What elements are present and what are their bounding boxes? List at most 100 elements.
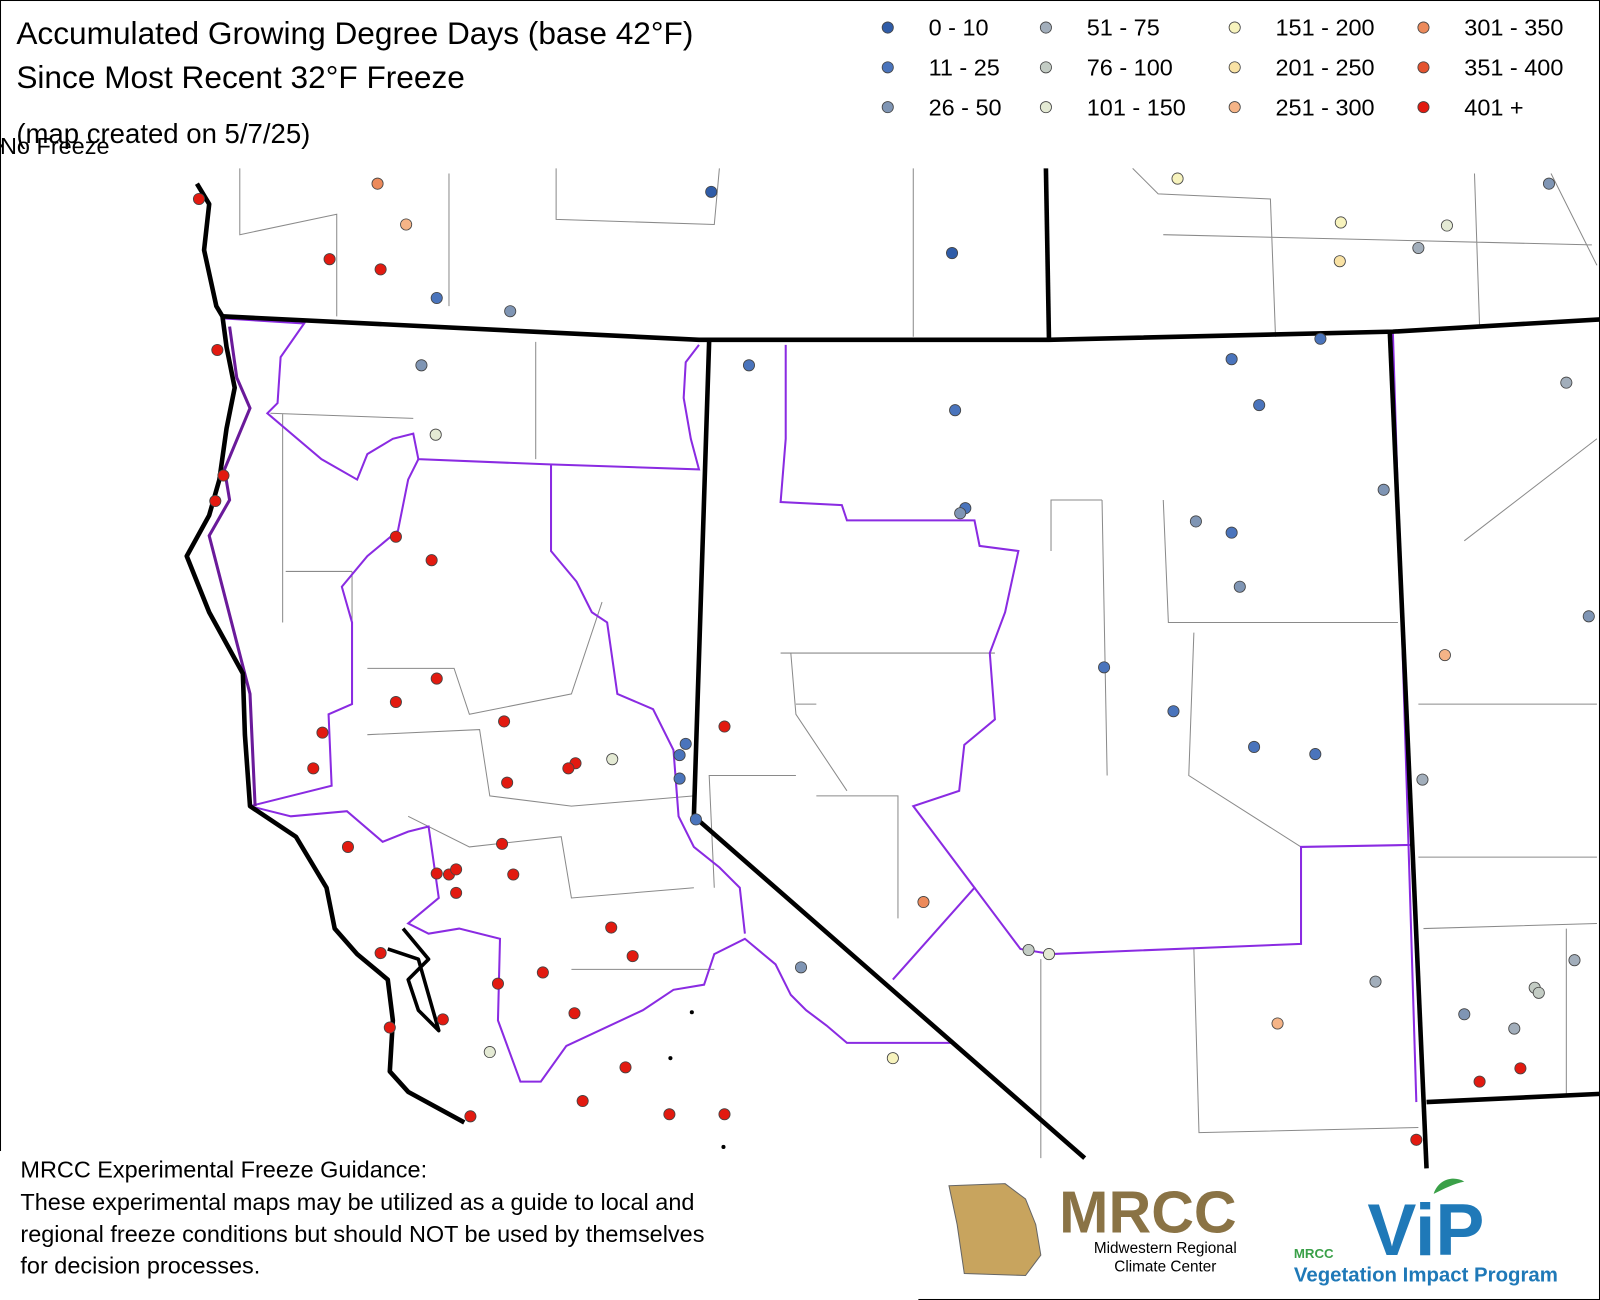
station-dot: [425, 554, 438, 567]
station-dot: [383, 1021, 396, 1034]
vip-logo: MRCC ViP Vegetation Impact Program: [1294, 1178, 1558, 1287]
station-dot: [491, 977, 504, 990]
station-dot: [389, 530, 402, 543]
station-dot: [1248, 740, 1261, 753]
station-dot: [663, 1108, 676, 1121]
station-dot: [450, 886, 463, 899]
station-dot: [1582, 610, 1595, 623]
station-dot: [192, 192, 205, 205]
station-dot: [1514, 1062, 1527, 1075]
station-dot: [1438, 649, 1451, 662]
legend-marker: [881, 21, 894, 34]
station-dot: [1225, 353, 1238, 366]
disclaimer-heading: MRCC Experimental Freeze Guidance:: [20, 1157, 427, 1183]
disclaimer-line: regional freeze conditions but should NO…: [20, 1221, 704, 1247]
station-dot: [374, 263, 387, 276]
station-dot: [917, 896, 930, 909]
station-dot: [341, 840, 354, 853]
legend-marker: [0, 143, 3, 148]
station-dot: [323, 253, 336, 266]
station-dot: [430, 867, 443, 880]
legend-label: 11 - 25: [929, 55, 1000, 81]
station-dot: [718, 720, 731, 733]
station-dot: [536, 966, 549, 979]
legend-label: 251 - 300: [1276, 94, 1375, 120]
mrcc-logo: MRCC Midwestern Regional Climate Center: [948, 1179, 1237, 1277]
legend-label: 201 - 250: [1276, 55, 1375, 81]
station-dot: [689, 1010, 694, 1015]
station-dot: [1233, 580, 1246, 593]
station-dot: [1334, 216, 1347, 229]
station-dot: [1377, 483, 1390, 496]
legend-marker: [1039, 101, 1052, 114]
station-dot: [673, 772, 686, 785]
station-dot: [795, 961, 808, 974]
legend-label: 151 - 200: [1276, 15, 1375, 41]
state-borders: [184, 168, 1600, 1169]
legend-marker: [1417, 21, 1430, 34]
station-dot: [742, 359, 755, 372]
station-dot: [679, 737, 692, 750]
station-dots: [192, 172, 1595, 1149]
station-dot: [436, 1013, 449, 1026]
station-dot: [1171, 172, 1184, 185]
station-dot: [721, 1144, 726, 1149]
station-dot: [507, 868, 520, 881]
station-dot: [1560, 376, 1573, 389]
station-dot: [1167, 705, 1180, 718]
station-dot: [1333, 255, 1346, 268]
station-dot: [430, 291, 443, 304]
title-line: Since Most Recent 32°F Freeze: [16, 59, 465, 95]
station-dot: [886, 1052, 899, 1065]
disclaimer-line: for decision processes.: [20, 1252, 260, 1278]
station-dot: [562, 762, 575, 775]
station-dot: [1412, 241, 1425, 254]
station-dot: [1458, 1008, 1471, 1021]
vip-small: MRCC: [1294, 1246, 1334, 1261]
station-dot: [1042, 948, 1055, 961]
station-dot: [209, 495, 222, 508]
station-dot: [498, 715, 511, 728]
station-dot: [1098, 661, 1111, 674]
legend-marker: [1417, 61, 1430, 74]
station-dot: [705, 185, 718, 198]
station-dot: [1022, 943, 1035, 957]
station-dot: [606, 753, 619, 766]
station-dot: [1225, 526, 1238, 539]
mrcc-logo-text: MRCC: [1059, 1179, 1236, 1246]
disclaimer-bg: [0, 1151, 919, 1300]
station-dot: [673, 749, 686, 762]
station-dot: [1253, 399, 1266, 412]
legend: 0 - 10 11 - 25 26 - 50 51 - 75 76 - 100 101 -…: [0, 15, 1563, 159]
station-dot: [568, 1007, 581, 1020]
station-dot: [464, 1110, 477, 1123]
station-dot: [504, 305, 517, 318]
legend-label: 301 - 350: [1464, 15, 1563, 41]
station-dot: [430, 672, 443, 685]
station-dot: [626, 950, 639, 963]
legend-label: 26 - 50: [929, 94, 1002, 120]
station-dot: [1542, 177, 1555, 190]
station-dot: [1271, 1017, 1284, 1030]
legend-marker: [881, 101, 894, 114]
station-dot: [668, 1056, 673, 1061]
station-dot: [415, 359, 428, 372]
station-dot: [619, 1061, 632, 1074]
county-lines: [239, 168, 1598, 1159]
station-dot: [1309, 748, 1322, 761]
legend-marker: [881, 61, 894, 74]
legend-marker: [1039, 21, 1052, 34]
legend-label: 0 - 10: [929, 15, 989, 41]
station-dot: [429, 428, 442, 441]
vip-sub: Vegetation Impact Program: [1294, 1265, 1558, 1287]
disclaimer-line: These experimental maps may be utilized …: [20, 1189, 694, 1215]
legend-marker: [1228, 21, 1241, 34]
station-dot: [1410, 1133, 1423, 1146]
station-dot: [718, 1108, 731, 1121]
station-dot: [1532, 986, 1545, 999]
station-dot: [689, 813, 702, 826]
mrcc-logo-sub: Climate Center: [1114, 1258, 1216, 1275]
station-dot: [1416, 773, 1429, 786]
station-dot: [954, 507, 967, 520]
